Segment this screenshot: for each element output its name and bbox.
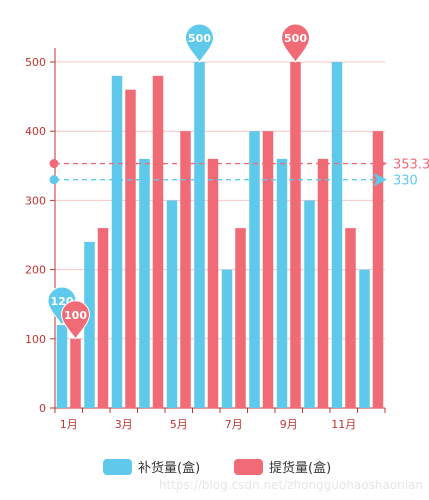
mark-line-label: 330 — [393, 174, 418, 189]
mark-point-label: 500 — [188, 32, 211, 45]
bar-replenish — [249, 131, 260, 408]
x-tick-label: 5月 — [170, 418, 188, 431]
mark-point-pin-icon — [60, 300, 91, 340]
bar-pickup — [372, 131, 384, 408]
bar-replenish — [331, 62, 343, 408]
x-tick-label: 7月 — [225, 418, 243, 431]
bar-replenish — [56, 324, 68, 408]
mark-line-arrow-icon — [373, 172, 387, 187]
bar-replenish — [139, 158, 150, 408]
mark-point-pin-icon — [184, 23, 215, 63]
bar-pickup — [290, 62, 301, 408]
y-tick-label: 200 — [25, 264, 46, 277]
y-tick-label: 0 — [39, 402, 46, 415]
bar-pickup — [317, 158, 329, 408]
x-tick-label: 1月 — [60, 418, 78, 431]
bar-pickup — [152, 75, 164, 408]
bar-replenish — [276, 158, 288, 408]
bar-replenish — [304, 200, 315, 408]
bar-replenish — [111, 75, 123, 408]
y-tick-label: 300 — [25, 194, 46, 207]
x-tick-label: 9月 — [280, 418, 298, 431]
legend-label: 提货量(盒) — [269, 460, 331, 476]
bar-replenish — [359, 269, 370, 408]
x-tick-label: 11月 — [331, 418, 356, 431]
bar-pickup — [207, 158, 219, 408]
mark-line-label: 353.3 — [393, 158, 429, 173]
mark-line-arrow-icon — [373, 156, 387, 171]
bar-replenish — [221, 269, 233, 408]
bar-pickup — [262, 131, 274, 408]
legend-label: 补货量(盒) — [138, 460, 200, 476]
bar-replenish — [166, 200, 178, 408]
legend-swatch — [234, 459, 263, 475]
mark-point-pin-icon — [280, 23, 311, 63]
bar-replenish — [194, 62, 205, 408]
bar-pickup — [345, 228, 356, 408]
y-tick-label: 500 — [25, 56, 46, 69]
bar-pickup — [97, 228, 109, 408]
bar-pickup — [70, 338, 81, 408]
watermark: https://blog.csdn.net/zhongguohaoshaonia… — [158, 478, 423, 492]
y-tick-label: 400 — [25, 125, 46, 138]
bar-replenish — [84, 241, 95, 408]
mark-point-label: 100 — [64, 309, 87, 322]
mark-point-label: 500 — [284, 32, 307, 45]
bar-pickup — [125, 89, 136, 409]
bar-pickup — [235, 228, 246, 408]
x-tick-label: 3月 — [115, 418, 133, 431]
legend-swatch — [103, 459, 132, 475]
mark-line-start-dot — [49, 175, 59, 185]
bar-pickup — [180, 131, 191, 408]
mark-line-start-dot — [49, 159, 59, 169]
y-tick-label: 100 — [25, 333, 46, 346]
